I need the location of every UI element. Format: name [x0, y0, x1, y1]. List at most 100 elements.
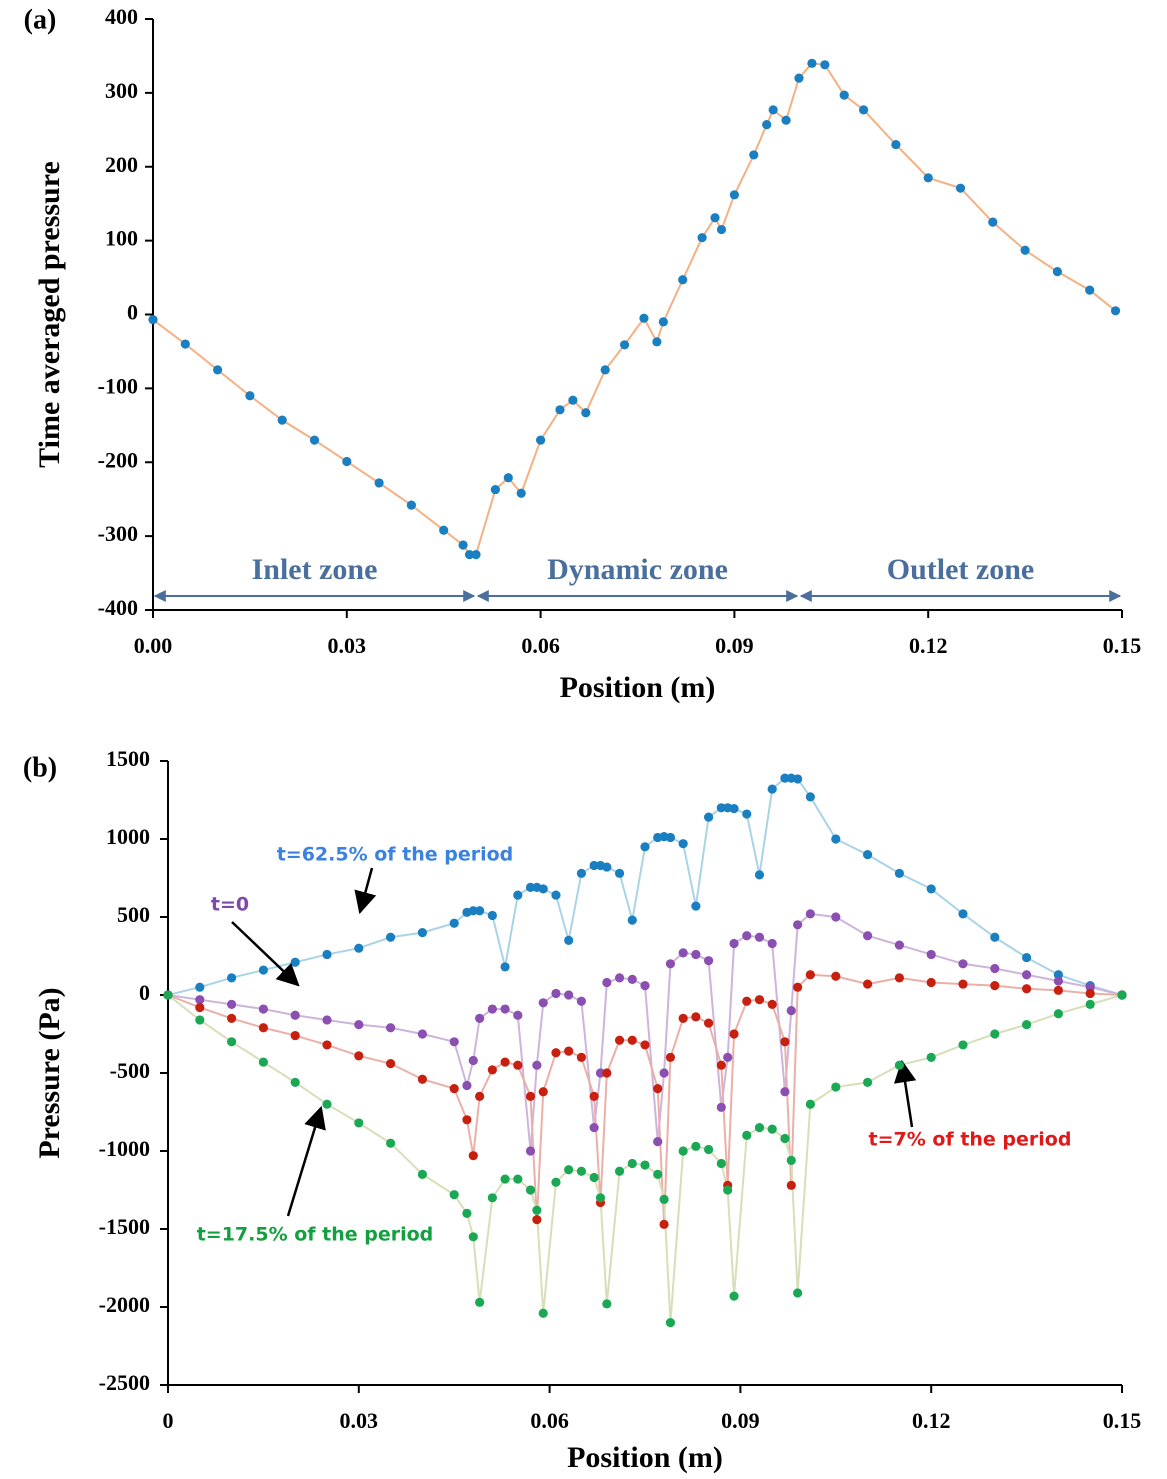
data-point: [277, 415, 287, 425]
data-point: [729, 1291, 739, 1301]
data-point: [322, 949, 332, 960]
y-tick-label: 0: [139, 980, 150, 1005]
y-axis-label: Time averaged pressure: [33, 161, 66, 468]
data-point: [1022, 1020, 1032, 1030]
data-point: [793, 982, 803, 992]
data-point: [704, 1144, 714, 1155]
data-point: [417, 1074, 427, 1084]
data-point: [653, 1084, 663, 1094]
data-point: [793, 1288, 803, 1298]
data-point: [704, 812, 714, 822]
data-point: [500, 1004, 510, 1014]
data-point: [386, 1138, 396, 1148]
data-point: [894, 973, 905, 983]
data-point: [716, 1102, 726, 1112]
data-point: [1117, 990, 1127, 1000]
data-point: [532, 1205, 542, 1215]
data-point: [749, 150, 759, 160]
data-point: [691, 1141, 701, 1151]
data-point: [754, 995, 765, 1005]
data-point: [990, 932, 1000, 942]
data-point: [958, 979, 968, 989]
data-point: [767, 938, 777, 949]
data-point: [449, 1190, 459, 1200]
data-point: [716, 224, 727, 235]
y-tick-label: -2000: [99, 1292, 150, 1317]
data-point: [958, 1040, 968, 1050]
data-point: [487, 1065, 497, 1075]
data-point: [894, 1060, 905, 1070]
data-point: [665, 832, 676, 843]
data-point: [926, 977, 936, 988]
x-axis-label: Position (m): [560, 671, 716, 704]
series-line: [167, 994, 1123, 1323]
data-point: [990, 1029, 1000, 1039]
data-point: [503, 473, 513, 483]
data-point: [322, 1040, 332, 1050]
data-point: [589, 860, 599, 871]
data-point: [538, 1087, 548, 1097]
data-point: [532, 1060, 542, 1070]
data-point: [762, 120, 772, 130]
data-point: [471, 549, 481, 560]
data-point: [551, 988, 561, 999]
data-point: [716, 803, 726, 813]
data-point: [258, 1023, 268, 1033]
data-point: [926, 884, 936, 894]
data-point: [600, 365, 610, 375]
data-point: [449, 918, 459, 928]
y-tick-label: 1500: [106, 746, 150, 771]
data-point: [786, 1180, 796, 1190]
data-point: [581, 408, 591, 418]
data-point: [354, 1118, 364, 1128]
data-point: [1020, 245, 1030, 255]
series-label: t=7% of the period: [869, 1129, 1072, 1151]
data-point: [640, 842, 650, 852]
data-point: [716, 1158, 726, 1169]
data-point: [595, 1193, 606, 1203]
data-point: [639, 313, 649, 323]
data-point: [614, 868, 625, 878]
data-point: [342, 456, 352, 467]
y-tick-label: 200: [105, 152, 138, 177]
data-point: [500, 1057, 510, 1067]
x-tick-label: 0.06: [521, 633, 560, 658]
data-point: [525, 882, 536, 892]
data-point: [475, 1297, 485, 1307]
data-point: [729, 803, 739, 814]
data-point: [490, 484, 500, 495]
data-point: [487, 1004, 497, 1014]
data-point: [516, 488, 526, 498]
data-point: [678, 275, 688, 285]
series-points: [163, 970, 1127, 1229]
y-tick-label: 1000: [106, 824, 150, 849]
data-point: [697, 233, 707, 243]
zone-label: Outlet zone: [887, 553, 1034, 586]
data-point: [768, 105, 778, 115]
data-point: [564, 1165, 574, 1175]
data-point: [793, 920, 803, 930]
data-point: [1052, 267, 1062, 277]
data-point: [462, 1080, 472, 1091]
data-point: [710, 213, 720, 223]
y-tick-label: 100: [105, 226, 138, 251]
data-point: [354, 943, 364, 953]
data-point: [290, 1077, 300, 1087]
data-point: [863, 1077, 873, 1087]
data-point: [487, 1193, 497, 1203]
data-point: [449, 1084, 459, 1094]
data-point: [576, 1166, 587, 1176]
data-point: [859, 105, 869, 115]
y-tick-label: 500: [117, 902, 150, 927]
data-point: [786, 1155, 796, 1165]
data-point: [439, 525, 449, 535]
data-point: [820, 60, 830, 70]
data-point: [754, 1123, 765, 1133]
data-point: [322, 1015, 332, 1025]
data-point: [290, 957, 300, 967]
data-point: [464, 549, 475, 560]
data-point: [602, 1068, 612, 1078]
data-point: [780, 1037, 790, 1047]
data-point: [525, 1185, 536, 1195]
